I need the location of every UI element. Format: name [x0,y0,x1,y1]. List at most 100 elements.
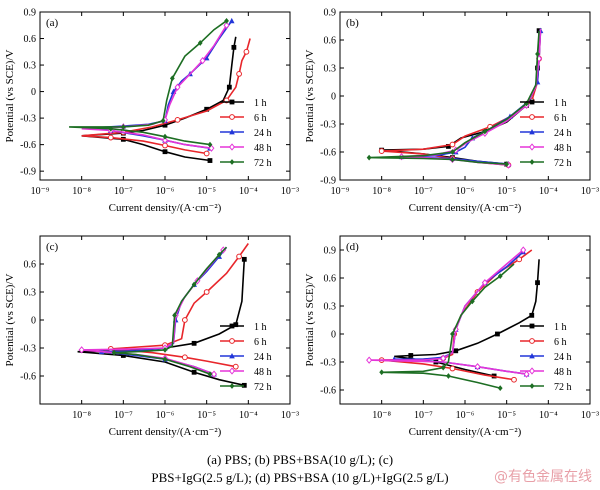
data-point [174,83,181,91]
series-48h [366,246,530,378]
series-line [401,30,542,165]
data-point [174,116,181,123]
data-point [111,349,117,356]
panel-label: (a) [46,17,59,29]
data-point [449,141,456,148]
data-point [226,84,232,90]
legend-marker [229,99,235,105]
y-tick-label: 0.3 [24,61,37,72]
y-axis-label: Potential (vs SCE)/V [304,50,316,143]
data-point [408,353,414,358]
legend-marker [529,114,535,120]
data-point [446,144,451,149]
panel-label: (b) [346,17,359,29]
figure-caption-line2: PBS+IgG(2.5 g/L); (d) PBS+BSA (10 g/L)+I… [151,470,449,485]
data-point [191,369,197,375]
legend-marker [229,129,235,135]
legend-label: 6 h [254,337,267,348]
series-line [81,24,228,149]
data-point [162,122,168,128]
data-point [366,356,373,364]
data-point [107,134,114,141]
data-point [224,17,229,24]
data-point [207,141,213,148]
legend-label: 6 h [254,113,267,124]
x-tick-label: 10⁻⁷ [114,186,133,197]
data-point [366,154,372,161]
data-point [481,278,488,287]
legend-label: 72 h [254,158,272,169]
data-point [181,317,188,323]
data-point [469,298,475,305]
data-point [78,346,85,354]
x-axis-label: Current density/(A·cm⁻²) [409,426,522,438]
x-axis-label: Current density/(A·cm⁻²) [109,426,222,438]
data-point [516,256,523,263]
legend-label: 1 h [554,322,567,333]
data-point [232,363,239,370]
y-tick-label: 0 [31,87,36,98]
series-1h [77,256,247,388]
y-tick-label: -0.9 [320,176,336,187]
data-point [440,354,447,362]
legend-label: 48 h [554,367,572,378]
legend-marker [229,353,235,359]
y-tick-label: 0 [31,316,36,327]
x-tick-label: 10⁻⁶ [456,186,475,197]
data-point [160,117,166,124]
y-tick-label: 0.9 [324,8,337,19]
data-point [191,340,197,346]
chart-panel-2: 10⁻⁹ 10⁻⁸ 10⁻⁷ 10⁻⁶ 10⁻⁵ 10⁻⁴ 10⁻³ -0.9 -0.6 -0.3… [304,8,599,215]
data-point [169,75,175,82]
plot-frame [339,11,591,181]
watermark-text: @有色金属在线 [494,469,592,485]
legend-label: 48 h [554,143,572,154]
series-line [81,249,224,375]
legend-marker [529,338,535,344]
legend-marker [529,99,535,105]
data-point [523,370,530,378]
data-point [440,364,446,371]
legend-marker [529,159,535,165]
data-point [161,136,169,144]
data-point [497,385,503,392]
y-axis-label: Potential (vs SCE)/V [4,50,16,143]
data-point [199,56,206,65]
series-line [77,259,246,387]
data-point [236,70,242,77]
data-point [497,273,503,280]
legend-marker [528,143,536,151]
x-tick-label: 10⁻³ [281,410,299,421]
y-tick-label: 0.6 [24,260,37,271]
data-point [120,124,126,130]
y-tick-label: -0.6 [320,386,336,397]
legend-marker [228,143,236,151]
legend-label: 72 h [254,382,272,393]
data-point [207,158,213,163]
y-tick-label: 0.3 [324,302,337,313]
y-tick-label: -0.6 [320,148,336,159]
legend-marker [229,338,235,344]
panel-label: (c) [46,241,59,253]
legend-marker [529,323,535,329]
data-point [172,312,178,319]
legend-marker [229,383,235,389]
data-point [535,51,540,57]
x-tick-label: 10⁻⁸ [72,186,91,197]
legend-marker [529,129,535,135]
x-tick-label: 10⁻⁶ [156,410,175,421]
data-point [204,106,210,112]
x-tick-label: 10⁻⁴ [539,186,558,197]
series-line [114,246,228,375]
x-tick-label: 10⁻⁴ [239,410,258,421]
data-point [520,246,527,254]
series-6h [378,249,533,383]
data-point [241,256,247,262]
data-point [181,354,188,361]
x-tick-label: 10⁻⁹ [331,186,350,197]
x-tick-label: 10⁻⁸ [372,186,391,197]
legend-marker [229,323,235,329]
series-72h [69,17,229,148]
x-tick-label: 10⁻³ [581,186,599,197]
